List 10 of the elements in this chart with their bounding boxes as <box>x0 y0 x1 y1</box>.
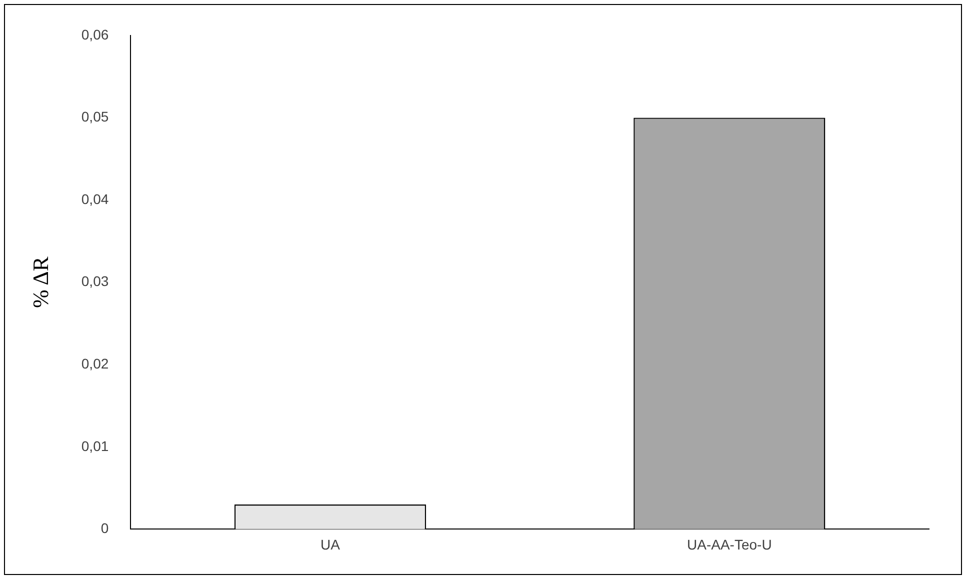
y-tick-label: 0,06 <box>81 26 109 42</box>
y-tick-label: 0,03 <box>81 273 109 290</box>
y-tick-label: 0,04 <box>81 190 109 207</box>
y-tick-label: 0,02 <box>81 355 109 372</box>
y-tick-label: 0,05 <box>81 108 109 125</box>
x-tick-label: UA-AA-Teo-U <box>687 536 772 552</box>
y-tick-label: 0 <box>100 520 109 536</box>
x-tick-label: UA <box>320 536 341 552</box>
y-axis-title: % ΔR <box>28 256 53 308</box>
y-tick-label: 0,01 <box>81 438 109 454</box>
